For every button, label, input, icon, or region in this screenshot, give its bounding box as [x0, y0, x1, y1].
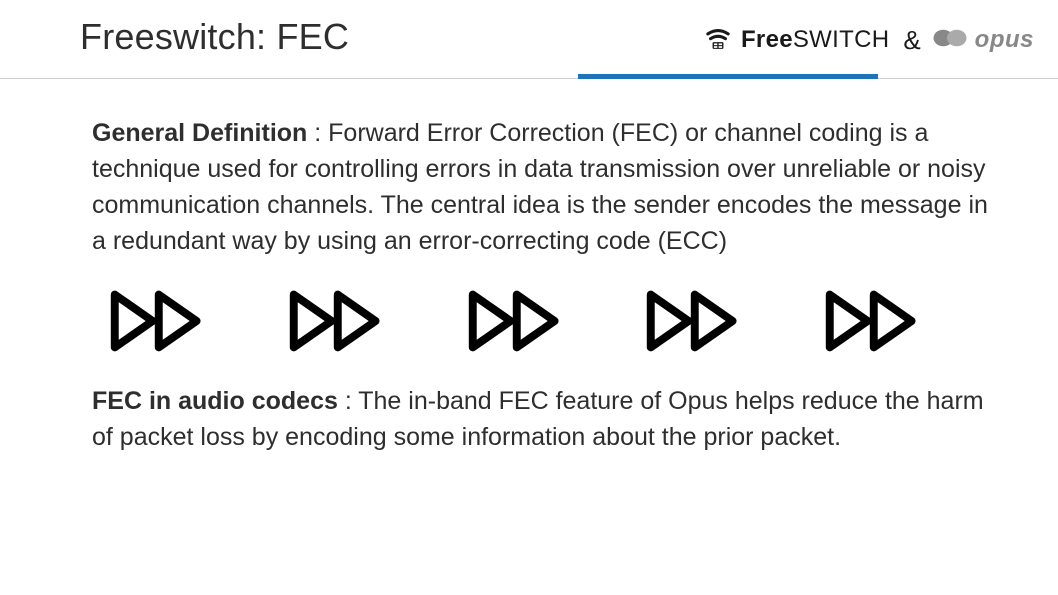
opus-logo: opus — [931, 23, 1034, 58]
fast-forward-icon — [281, 277, 400, 365]
logo-group: FreeSWITCH & opus — [701, 12, 1034, 68]
freeswitch-wordmark: FreeSWITCH — [741, 26, 889, 54]
body: General Definition : Forward Error Corre… — [0, 79, 1058, 455]
ampersand: & — [903, 25, 920, 56]
header: Freeswitch: FEC FreeSWITCH & — [0, 0, 1058, 79]
fast-forward-icon — [102, 277, 221, 365]
page-title: Freeswitch: FEC — [80, 16, 349, 58]
fast-forward-icon — [638, 277, 757, 365]
codec-paragraph: FEC in audio codecs : The in-band FEC fe… — [92, 383, 988, 455]
opus-mark-icon — [931, 23, 969, 58]
definition-paragraph: General Definition : Forward Error Corre… — [92, 115, 988, 259]
slide: Freeswitch: FEC FreeSWITCH & — [0, 0, 1058, 595]
definition-lead: General Definition — [92, 119, 307, 147]
freeswitch-logo: FreeSWITCH — [701, 21, 889, 60]
fast-forward-icon-row — [102, 277, 988, 365]
opus-wordmark: opus — [975, 26, 1034, 54]
fast-forward-icon — [817, 277, 936, 365]
fast-forward-icon — [460, 277, 579, 365]
freeswitch-mark-icon — [701, 21, 735, 60]
codec-lead: FEC in audio codecs — [92, 387, 338, 415]
accent-bar — [578, 74, 878, 79]
